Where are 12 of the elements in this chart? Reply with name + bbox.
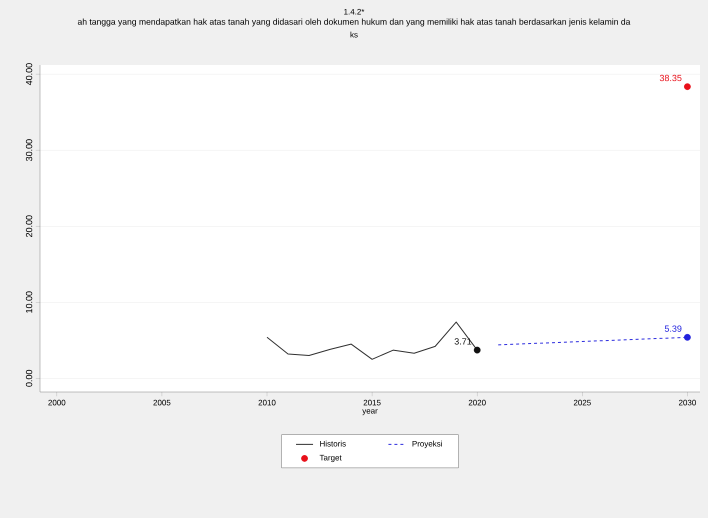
data-label: 38.35: [660, 74, 682, 82]
y-tick-label: 0.00: [26, 370, 32, 387]
data-label: 3.71: [454, 338, 472, 345]
point: [684, 83, 691, 90]
y-tick-label: 30.00: [26, 139, 32, 162]
data-label: 5.39: [664, 325, 682, 332]
y-tick-label: 10.00: [26, 291, 32, 313]
point: [684, 334, 691, 341]
y-tick-label: 40.00: [26, 63, 32, 86]
chart-subtitle: ah tangga yang mendapatkan hak atas tanah yang didasari oleh dokumen hukum dan yang memiliki hak atas tanah berdasarkan jenis kelamin da: [78, 18, 630, 26]
y-tick-label: 20.00: [26, 215, 32, 237]
point: [474, 346, 481, 354]
